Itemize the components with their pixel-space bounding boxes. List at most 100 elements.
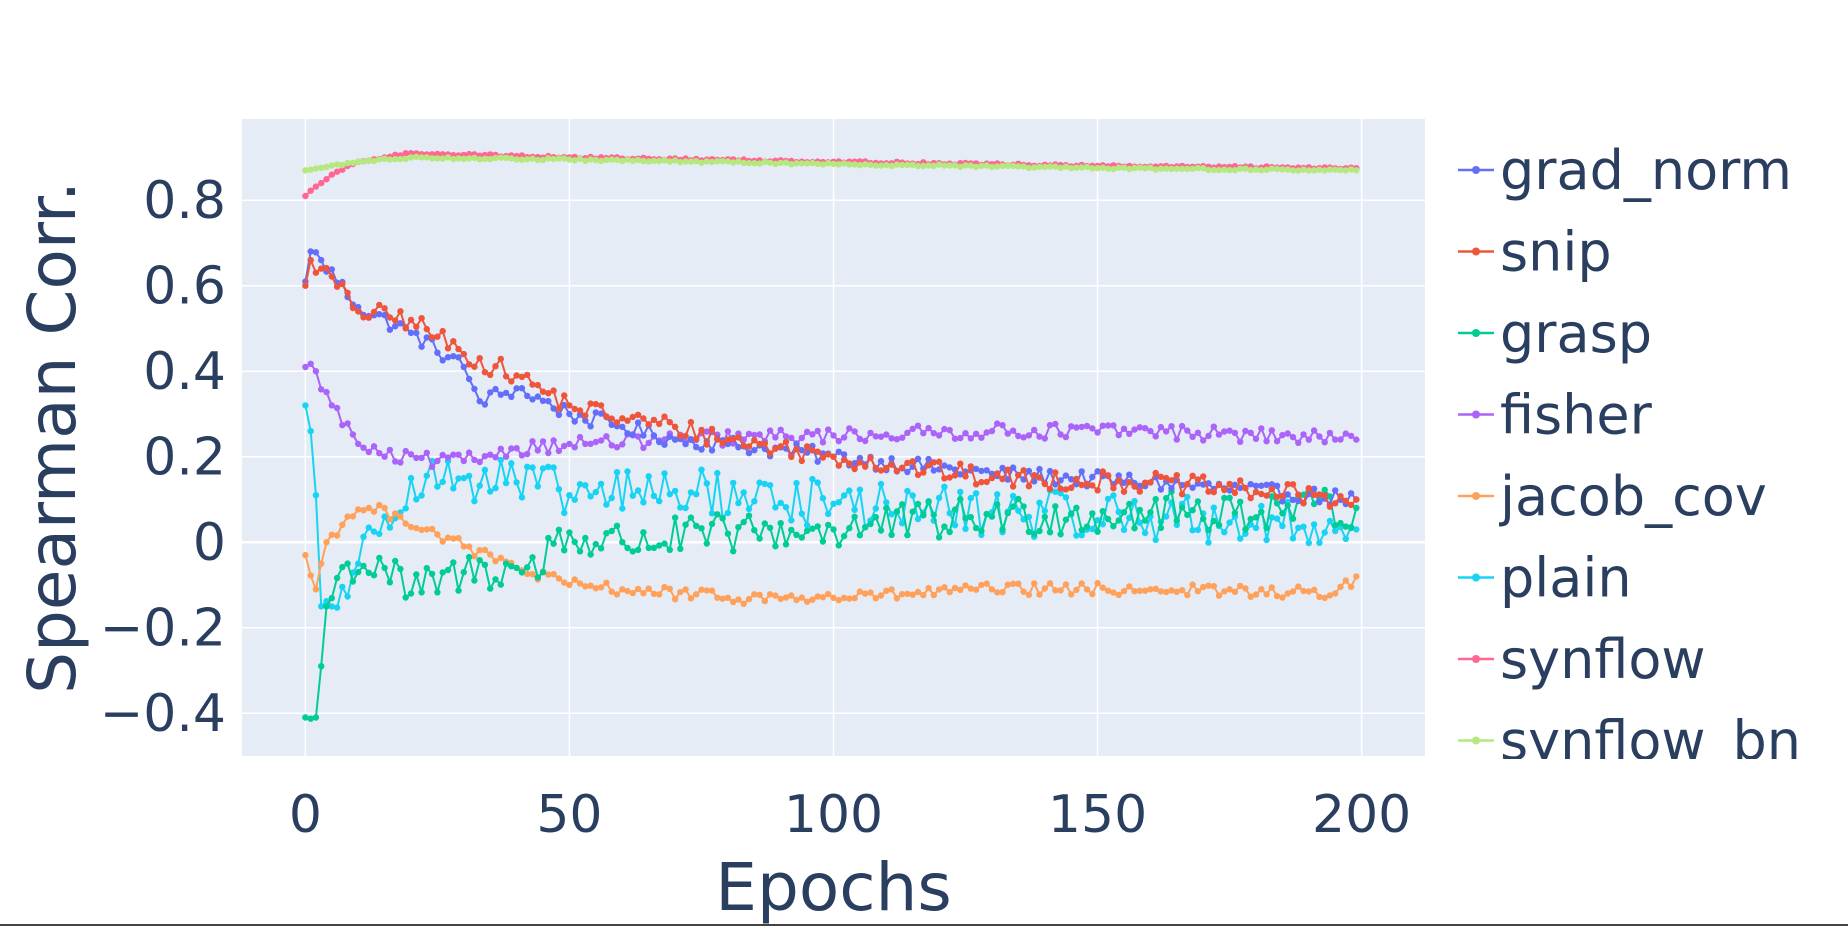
data-point — [693, 443, 700, 451]
data-point — [1316, 166, 1323, 173]
data-point — [1152, 496, 1159, 503]
data-point — [492, 363, 499, 370]
data-point — [1078, 481, 1085, 489]
data-point — [819, 439, 827, 446]
y-ticks: −0.4 −0.2 0 0.2 0.4 0.6 0.8 — [100, 171, 226, 744]
data-point — [1020, 434, 1027, 441]
data-point — [392, 156, 399, 163]
data-point — [972, 586, 980, 593]
data-point — [645, 439, 652, 447]
data-point — [1110, 523, 1117, 530]
data-point — [1215, 481, 1223, 488]
data-point — [444, 154, 452, 161]
data-point — [592, 540, 599, 548]
data-point — [1210, 423, 1218, 430]
data-point — [1300, 166, 1307, 173]
data-point — [465, 553, 473, 561]
data-point — [1173, 436, 1181, 443]
data-point — [666, 433, 673, 440]
data-point — [708, 158, 716, 166]
data-point — [909, 161, 916, 168]
data-point — [1273, 493, 1281, 501]
data-point — [333, 283, 341, 290]
data-point — [751, 160, 758, 167]
data-point — [1279, 594, 1286, 601]
legend-item-grad_norm[interactable]: grad_norm — [1458, 139, 1792, 202]
data-point — [809, 447, 816, 454]
data-point — [1015, 580, 1022, 587]
data-point — [1316, 433, 1323, 440]
data-point — [481, 155, 489, 162]
data-point — [994, 491, 1001, 498]
data-point — [418, 589, 425, 596]
legend-item-jacob_cov[interactable]: jacob_cov — [1458, 465, 1767, 528]
data-point — [619, 157, 626, 165]
legend-label: jacob_cov — [1499, 465, 1767, 528]
data-point — [587, 423, 594, 430]
data-point — [941, 523, 948, 530]
data-point — [1089, 510, 1096, 517]
data-point — [1031, 164, 1038, 171]
data-point — [951, 162, 959, 169]
data-point — [946, 588, 953, 596]
data-point — [1252, 488, 1260, 496]
data-point — [571, 496, 578, 503]
data-point — [735, 524, 742, 531]
data-point — [835, 437, 842, 445]
data-point — [914, 515, 922, 523]
data-point — [328, 273, 335, 280]
data-point — [397, 320, 404, 327]
data-point — [846, 460, 853, 467]
data-point — [656, 497, 663, 505]
data-point — [1194, 164, 1202, 172]
data-point — [941, 475, 948, 482]
data-point — [1295, 583, 1302, 590]
data-point — [914, 455, 922, 462]
legend-item-fisher[interactable]: fisher — [1458, 384, 1653, 447]
data-point — [1120, 479, 1128, 486]
data-point — [529, 571, 536, 578]
data-point — [671, 487, 679, 495]
data-point — [1289, 515, 1297, 522]
data-point — [1131, 588, 1138, 595]
data-point — [793, 446, 800, 453]
data-point — [465, 155, 473, 162]
data-point — [460, 474, 467, 482]
data-point — [883, 587, 890, 594]
data-point — [471, 553, 478, 560]
data-point — [1115, 591, 1122, 599]
data-point — [571, 576, 578, 583]
data-point — [994, 501, 1001, 508]
legend-item-synflow_bn[interactable]: synflow_bn — [1458, 710, 1801, 773]
data-point — [1316, 539, 1323, 546]
data-point — [465, 375, 473, 383]
data-point — [1258, 167, 1265, 174]
data-point — [1342, 497, 1350, 504]
data-point — [1068, 476, 1075, 483]
legend-item-plain[interactable]: plain — [1458, 547, 1632, 610]
data-point — [851, 428, 858, 435]
data-point — [428, 570, 436, 578]
data-point — [840, 160, 848, 167]
data-point — [867, 429, 874, 437]
data-point — [677, 432, 684, 440]
data-point — [793, 596, 800, 604]
data-point — [661, 413, 668, 420]
data-point — [1231, 481, 1239, 488]
data-point — [566, 156, 573, 163]
data-point — [772, 160, 779, 168]
legend-item-grasp[interactable]: grasp — [1458, 302, 1652, 365]
data-point — [444, 354, 452, 361]
data-point — [1173, 165, 1181, 172]
data-point — [1284, 430, 1291, 437]
data-point — [1342, 523, 1350, 530]
data-point — [597, 437, 605, 444]
data-point — [698, 426, 705, 434]
legend-item-snip[interactable]: snip — [1458, 221, 1612, 284]
legend-item-synflow[interactable]: synflow — [1458, 628, 1706, 691]
data-point — [545, 571, 552, 578]
data-point — [909, 458, 916, 465]
data-point — [587, 156, 594, 163]
data-point — [1321, 486, 1328, 494]
